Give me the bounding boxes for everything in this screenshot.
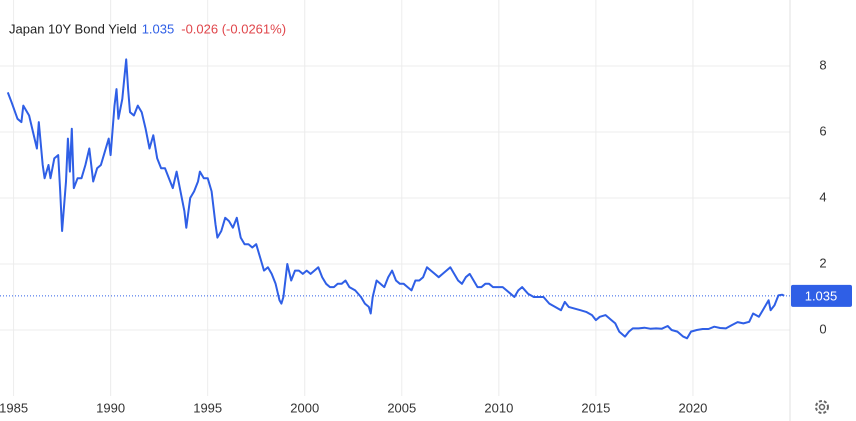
- x-tick-label: 1985: [0, 400, 28, 415]
- x-tick-label: 2015: [581, 400, 610, 415]
- y-tick-label: 8: [819, 57, 826, 72]
- header-change: -0.026 (-0.0261%): [181, 21, 286, 36]
- y-tick-label: 6: [819, 123, 826, 138]
- x-tick-label: 2020: [678, 400, 707, 415]
- y-tick-label: 0: [819, 321, 826, 336]
- header-last-value: 1.035: [142, 21, 175, 36]
- x-tick-label: 2000: [290, 400, 319, 415]
- x-tick-label: 1995: [193, 400, 222, 415]
- last-value-label: 1.035: [805, 288, 838, 303]
- chart-title: Japan 10Y Bond Yield: [9, 21, 137, 36]
- grid: [0, 0, 790, 396]
- x-tick-label: 1990: [96, 400, 125, 415]
- x-tick-label: 2010: [484, 400, 513, 415]
- line-series: [6, 58, 785, 340]
- y-tick-label: 4: [819, 189, 826, 204]
- settings-icon[interactable]: [815, 400, 829, 414]
- x-tick-label: 2005: [387, 400, 416, 415]
- last-value-tag: [791, 284, 852, 307]
- y-tick-label: 2: [819, 255, 826, 270]
